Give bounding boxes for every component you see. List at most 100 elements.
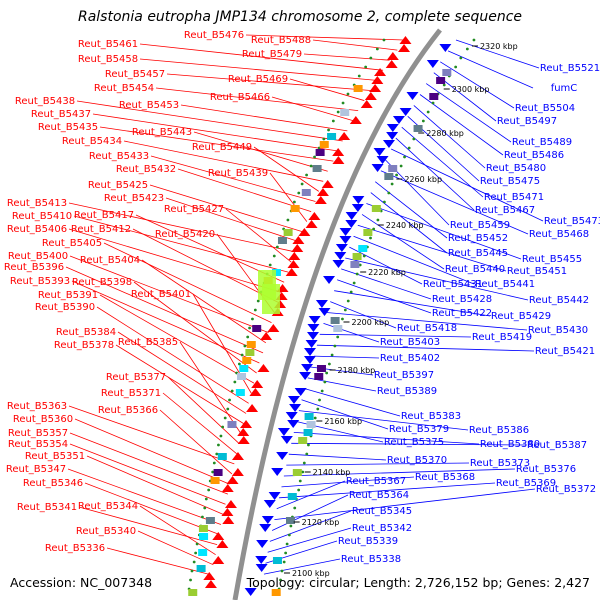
gene-label-right[interactable]: Reut_B5372 <box>536 484 596 495</box>
gene-label-left[interactable]: Reut_B5377 <box>106 372 166 383</box>
gene-label-right[interactable]: Reut_B5445 <box>448 248 508 259</box>
gene-label-right[interactable]: Reut_B5521 <box>540 63 600 74</box>
gene-label-right[interactable]: Reut_B5367 <box>346 476 406 487</box>
gene-label-left[interactable]: Reut_B5357 <box>8 428 68 439</box>
gene-label-left[interactable]: Reut_B5469 <box>228 74 288 85</box>
gene-label-right[interactable]: Reut_B5379 <box>389 424 449 435</box>
gene-label-right[interactable]: Reut_B5455 <box>522 254 582 265</box>
gene-label-right[interactable]: fumC <box>551 83 578 94</box>
gene-label-left[interactable]: Reut_B5488 <box>251 35 311 46</box>
gene-label-left[interactable]: Reut_B5437 <box>31 109 91 120</box>
gene-label-right[interactable]: Reut_B5397 <box>374 370 434 381</box>
gene-label-right[interactable]: Reut_B5468 <box>529 229 589 240</box>
gene-label-right[interactable]: Reut_B5451 <box>507 266 567 277</box>
gene-label-left[interactable]: Reut_B5398 <box>72 277 132 288</box>
gene-label-left[interactable]: Reut_B5371 <box>101 388 161 399</box>
gene-label-left[interactable]: Reut_B5396 <box>4 262 64 273</box>
gene-label-right[interactable]: Reut_B5369 <box>496 478 556 489</box>
gene-label-left[interactable]: Reut_B5347 <box>6 464 66 475</box>
gene-label-right[interactable]: Reut_B5380 <box>480 439 540 450</box>
gene-label-right[interactable]: Reut_B5418 <box>397 323 457 334</box>
gene-label-left[interactable]: Reut_B5378 <box>54 340 114 351</box>
gene-label-right[interactable]: Reut_B5440 <box>445 264 505 275</box>
gene-label-right[interactable]: Reut_B5459 <box>450 220 510 231</box>
gene-label-right[interactable]: Reut_B5441 <box>475 279 535 290</box>
gene-label-right[interactable]: Reut_B5497 <box>497 116 557 127</box>
gene-label-right[interactable]: Reut_B5403 <box>380 337 440 348</box>
gene-label-right[interactable]: Reut_B5387 <box>527 440 587 451</box>
gene-label-left[interactable]: Reut_B5344 <box>78 501 138 512</box>
gene-label-left[interactable]: Reut_B5346 <box>23 478 83 489</box>
gene-label-right[interactable]: Reut_B5419 <box>472 332 532 343</box>
gene-label-right[interactable]: Reut_B5473 <box>544 216 600 227</box>
gene-label-left[interactable]: Reut_B5384 <box>56 327 116 338</box>
gene-label-left[interactable]: Reut_B5461 <box>78 39 138 50</box>
gene-label-left[interactable]: Reut_B5340 <box>76 526 136 537</box>
gene-label-right[interactable]: Reut_B5383 <box>401 411 461 422</box>
gene-label-left[interactable]: Reut_B5479 <box>242 49 302 60</box>
gene-label-right[interactable]: Reut_B5504 <box>515 103 575 114</box>
gene-label-right[interactable]: Reut_B5370 <box>387 455 447 466</box>
gene-label-left[interactable]: Reut_B5425 <box>88 180 148 191</box>
gene-label-left[interactable]: Reut_B5341 <box>17 502 77 513</box>
gene-label-right[interactable]: Reut_B5442 <box>529 295 589 306</box>
gene-label-left[interactable]: Reut_B5404 <box>80 255 140 266</box>
gene-label-right[interactable]: Reut_B5430 <box>528 325 588 336</box>
gene-label-right[interactable]: Reut_B5431 <box>423 279 483 290</box>
gene-label-left[interactable]: Reut_B5410 <box>12 211 72 222</box>
gene-label-left[interactable]: Reut_B5458 <box>78 54 138 65</box>
gene-label-left[interactable]: Reut_B5391 <box>38 290 98 301</box>
gene-label-left[interactable]: Reut_B5417 <box>74 210 134 221</box>
gene-label-left[interactable]: Reut_B5453 <box>119 100 179 111</box>
gene-label-left[interactable]: Reut_B5466 <box>210 92 270 103</box>
gene-label-right[interactable]: Reut_B5467 <box>475 205 535 216</box>
gene-label-left[interactable]: Reut_B5434 <box>62 136 122 147</box>
gene-label-right[interactable]: Reut_B5475 <box>480 176 540 187</box>
gene-label-left[interactable]: Reut_B5390 <box>35 302 95 313</box>
gene-label-right[interactable]: Reut_B5452 <box>448 233 508 244</box>
gene-label-right[interactable]: Reut_B5342 <box>352 523 412 534</box>
gene-label-right[interactable]: Reut_B5480 <box>486 163 546 174</box>
gene-label-left[interactable]: Reut_B5438 <box>15 96 75 107</box>
gene-label-right[interactable]: Reut_B5386 <box>469 425 529 436</box>
gene-label-right[interactable]: Reut_B5345 <box>352 506 412 517</box>
gene-label-left[interactable]: Reut_B5435 <box>38 122 98 133</box>
gene-label-left[interactable]: Reut_B5412 <box>71 224 131 235</box>
gene-label-left[interactable]: Reut_B5354 <box>8 439 68 450</box>
gene-label-left[interactable]: Reut_B5351 <box>25 451 85 462</box>
gene-label-right[interactable]: Reut_B5428 <box>432 294 492 305</box>
gene-label-right[interactable]: Reut_B5421 <box>535 346 595 357</box>
gene-label-right[interactable]: Reut_B5389 <box>377 386 437 397</box>
gene-label-right[interactable]: Reut_B5339 <box>338 536 398 547</box>
gene-label-left[interactable]: Reut_B5420 <box>155 229 215 240</box>
gene-label-left[interactable]: Reut_B5432 <box>116 164 176 175</box>
gene-label-left[interactable]: Reut_B5366 <box>98 405 158 416</box>
gene-label-left[interactable]: Reut_B5423 <box>104 193 164 204</box>
gene-label-left[interactable]: Reut_B5400 <box>8 251 68 262</box>
gene-label-left[interactable]: Reut_B5454 <box>94 83 154 94</box>
gene-label-left[interactable]: Reut_B5360 <box>13 414 73 425</box>
gene-label-left[interactable]: Reut_B5405 <box>42 238 102 249</box>
gene-label-right[interactable]: Reut_B5422 <box>432 308 492 319</box>
gene-label-left[interactable]: Reut_B5457 <box>105 69 165 80</box>
gene-label-right[interactable]: Reut_B5373 <box>470 458 530 469</box>
gene-label-left[interactable]: Reut_B5449 <box>192 142 252 153</box>
gene-label-right[interactable]: Reut_B5489 <box>512 137 572 148</box>
gene-label-left[interactable]: Reut_B5336 <box>45 543 105 554</box>
gene-label-left[interactable]: Reut_B5433 <box>89 151 149 162</box>
gene-label-right[interactable]: Reut_B5486 <box>504 150 564 161</box>
gene-label-left[interactable]: Reut_B5427 <box>164 204 224 215</box>
gene-label-left[interactable]: Reut_B5393 <box>10 276 70 287</box>
gene-label-left[interactable]: Reut_B5439 <box>208 168 268 179</box>
gene-label-right[interactable]: Reut_B5429 <box>491 311 551 322</box>
gene-label-right[interactable]: Reut_B5376 <box>516 464 576 475</box>
gene-label-left[interactable]: Reut_B5476 <box>184 30 244 41</box>
gene-label-right[interactable]: Reut_B5364 <box>349 490 409 501</box>
gene-label-left[interactable]: Reut_B5413 <box>7 198 67 209</box>
gene-label-left[interactable]: Reut_B5385 <box>118 337 178 348</box>
gene-label-left[interactable]: Reut_B5406 <box>7 224 67 235</box>
gene-label-right[interactable]: Reut_B5338 <box>341 554 401 565</box>
gene-label-left[interactable]: Reut_B5363 <box>7 401 67 412</box>
gene-label-right[interactable]: Reut_B5375 <box>384 437 444 448</box>
gene-label-right[interactable]: Reut_B5368 <box>415 472 475 483</box>
